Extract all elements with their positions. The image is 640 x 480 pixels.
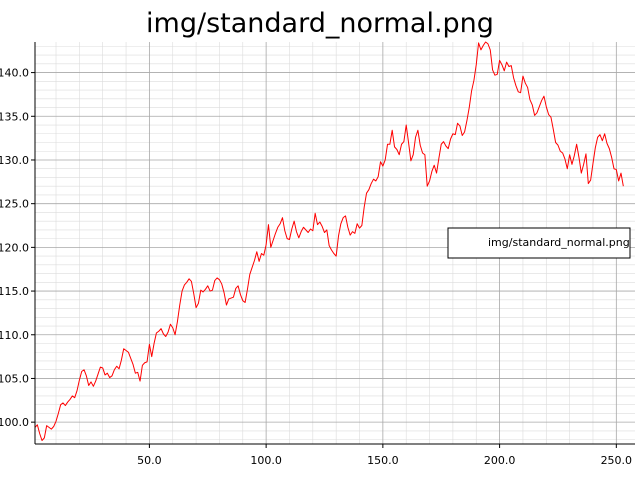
series-line: [34, 41, 624, 441]
x-tick-label: 200.0: [484, 454, 516, 467]
chart-title: img/standard_normal.png: [146, 8, 494, 39]
y-tick-label: 130.0: [0, 154, 29, 167]
y-tick-label: 125.0: [0, 198, 29, 211]
series-group: [34, 41, 624, 441]
legend-label: img/standard_normal.png: [488, 236, 630, 249]
y-tick-label: 115.0: [0, 285, 29, 298]
legend: img/standard_normal.png: [447, 227, 631, 259]
x-tick-label: 150.0: [367, 454, 399, 467]
major-grid: [35, 42, 635, 444]
axes: [34, 42, 635, 445]
y-axis-ticks: 100.0 105.0 110.0 115.0 120.0 125.0 130.0 135.0…: [0, 67, 35, 429]
y-tick-label: 100.0: [0, 416, 29, 429]
x-axis-ticks: 50.0 100.0 150.0 200.0 250.0: [137, 444, 632, 467]
y-tick-label: 135.0: [0, 110, 29, 123]
y-tick-label: 105.0: [0, 372, 29, 385]
legend-box: [447, 227, 631, 259]
y-tick-label: 110.0: [0, 329, 29, 342]
x-tick-label: 250.0: [601, 454, 633, 467]
y-tick-label: 140.0: [0, 67, 29, 80]
x-tick-label: 100.0: [250, 454, 282, 467]
y-tick-label: 120.0: [0, 241, 29, 254]
x-tick-label: 50.0: [137, 454, 162, 467]
minor-grid: [35, 42, 635, 444]
